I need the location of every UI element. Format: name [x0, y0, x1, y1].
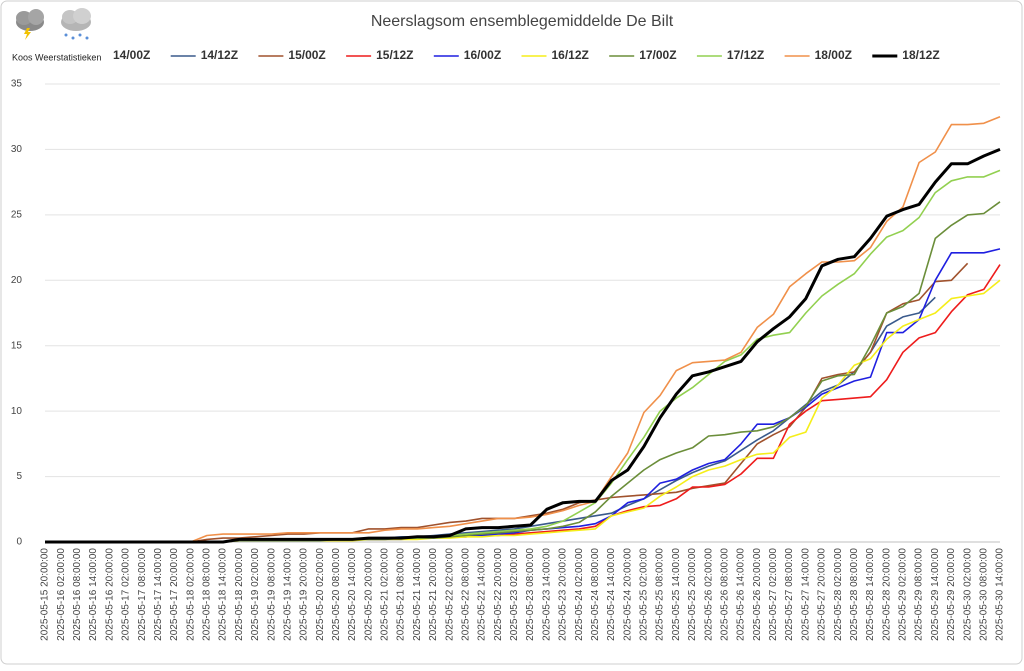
x-tick-label: 2025-05-22 14:00:00: [477, 548, 488, 641]
x-tick-label: 2025-05-24 14:00:00: [606, 548, 617, 641]
x-tick-label: 2025-05-16 08:00:00: [72, 548, 83, 641]
x-tick-label: 2025-05-27 20:00:00: [817, 548, 828, 641]
x-tick-label: 2025-05-21 02:00:00: [380, 548, 391, 641]
legend-label: 17/00Z: [639, 48, 676, 62]
x-tick-label: 2025-05-28 14:00:00: [865, 548, 876, 641]
x-tick-label: 2025-05-20 02:00:00: [315, 548, 326, 641]
legend-label: 16/12Z: [552, 48, 589, 62]
source-label: Koos Weerstatistieken: [12, 52, 101, 62]
x-tick-label: 2025-05-25 08:00:00: [655, 548, 666, 641]
x-tick-label: 2025-05-30 08:00:00: [978, 548, 989, 641]
x-tick-label: 2025-05-20 20:00:00: [363, 548, 374, 641]
x-tick-label: 2025-05-29 14:00:00: [930, 548, 941, 641]
x-tick-label: 2025-05-22 20:00:00: [493, 548, 504, 641]
weather-icons: [16, 8, 91, 40]
x-tick-label: 2025-05-26 20:00:00: [752, 548, 763, 641]
x-tick-label: 2025-05-19 02:00:00: [250, 548, 261, 641]
x-tick-label: 2025-05-17 02:00:00: [121, 548, 132, 641]
y-tick-label: 35: [11, 79, 23, 90]
x-tick-label: 2025-05-18 08:00:00: [202, 548, 213, 641]
x-tick-label: 2025-05-29 02:00:00: [898, 548, 909, 641]
y-tick-label: 5: [16, 471, 22, 482]
x-tick-label: 2025-05-26 14:00:00: [736, 548, 747, 641]
legend-label: 18/00Z: [815, 48, 852, 62]
x-tick-label: 2025-05-28 20:00:00: [881, 548, 892, 641]
series-line: [45, 115, 1001, 543]
y-tick-label: 0: [16, 537, 22, 548]
x-tick-label: 2025-05-16 20:00:00: [104, 548, 115, 641]
x-tick-label: 2025-05-27 14:00:00: [800, 548, 811, 641]
x-tick-label: 2025-05-30 02:00:00: [962, 548, 973, 641]
legend-label: 16/00Z: [464, 48, 501, 62]
x-tick-label: 2025-05-28 08:00:00: [849, 548, 860, 641]
x-tick-label: 2025-05-17 14:00:00: [153, 548, 164, 641]
x-tick-label: 2025-05-23 08:00:00: [525, 548, 536, 641]
y-tick-label: 20: [11, 275, 23, 286]
x-tick-label: 2025-05-18 14:00:00: [218, 548, 229, 641]
x-tick-label: 2025-05-24 08:00:00: [590, 548, 601, 641]
x-tick-label: 2025-05-23 14:00:00: [541, 548, 552, 641]
x-tick-label: 2025-05-27 02:00:00: [768, 548, 779, 641]
x-tick-label: 2025-05-27 08:00:00: [784, 548, 795, 641]
x-tick-label: 2025-05-16 14:00:00: [88, 548, 99, 641]
legend-label: 18/12Z: [902, 48, 939, 62]
x-tick-label: 2025-05-21 08:00:00: [396, 548, 407, 641]
x-tick-label: 2025-05-21 14:00:00: [412, 548, 423, 641]
legend-label: 15/12Z: [376, 48, 413, 62]
x-tick-label: 2025-05-22 02:00:00: [444, 548, 455, 641]
x-tick-label: 2025-05-18 20:00:00: [234, 548, 245, 641]
x-tick-label: 2025-05-23 20:00:00: [558, 548, 569, 641]
y-tick-label: 30: [11, 144, 23, 155]
y-tick-label: 25: [11, 209, 23, 220]
x-tick-label: 2025-05-20 08:00:00: [331, 548, 342, 641]
x-tick-label: 2025-05-24 20:00:00: [622, 548, 633, 641]
x-tick-label: 2025-05-26 08:00:00: [719, 548, 730, 641]
legend-label: 15/00Z: [288, 48, 325, 62]
x-tick-label: 2025-05-30 14:00:00: [995, 548, 1006, 641]
x-tick-label: 2025-05-24 02:00:00: [574, 548, 585, 641]
x-tick-label: 2025-05-16 02:00:00: [56, 548, 67, 641]
x-tick-label: 2025-05-22 08:00:00: [460, 548, 471, 641]
x-tick-label: 2025-05-17 08:00:00: [137, 548, 148, 641]
legend-label: 14/00Z: [113, 48, 150, 62]
x-tick-label: 2025-05-26 02:00:00: [703, 548, 714, 641]
x-tick-label: 2025-05-29 20:00:00: [946, 548, 957, 641]
x-tick-label: 2025-05-25 02:00:00: [639, 548, 650, 641]
x-tick-label: 2025-05-25 20:00:00: [687, 548, 698, 641]
x-tick-label: 2025-05-28 02:00:00: [833, 548, 844, 641]
x-tick-label: 2025-05-17 20:00:00: [169, 548, 180, 641]
x-tick-label: 2025-05-25 14:00:00: [671, 548, 682, 641]
series-line: [45, 148, 1001, 544]
x-tick-label: 2025-05-23 02:00:00: [509, 548, 520, 641]
x-tick-label: 2025-05-29 08:00:00: [914, 548, 925, 641]
y-tick-label: 15: [11, 340, 23, 351]
x-tick-label: 2025-05-18 02:00:00: [185, 548, 196, 641]
chart-title: Neerslagsom ensemblegemiddelde De Bilt: [371, 13, 674, 30]
x-tick-label: 2025-05-15 20:00:00: [40, 548, 51, 641]
x-tick-label: 2025-05-19 20:00:00: [299, 548, 310, 641]
legend-label: 14/12Z: [201, 48, 238, 62]
x-tick-label: 2025-05-21 20:00:00: [428, 548, 439, 641]
x-tick-label: 2025-05-19 08:00:00: [266, 548, 277, 641]
legend-label: 17/12Z: [727, 48, 764, 62]
y-tick-label: 10: [11, 406, 23, 417]
x-tick-label: 2025-05-20 14:00:00: [347, 548, 358, 641]
x-tick-label: 2025-05-19 14:00:00: [282, 548, 293, 641]
